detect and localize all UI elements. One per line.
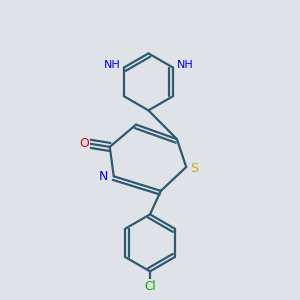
Text: Cl: Cl [144,280,156,293]
Text: N: N [99,170,109,183]
Text: S: S [190,162,198,175]
Text: NH: NH [103,60,120,70]
Text: NH: NH [176,60,193,70]
Text: O: O [79,137,89,150]
